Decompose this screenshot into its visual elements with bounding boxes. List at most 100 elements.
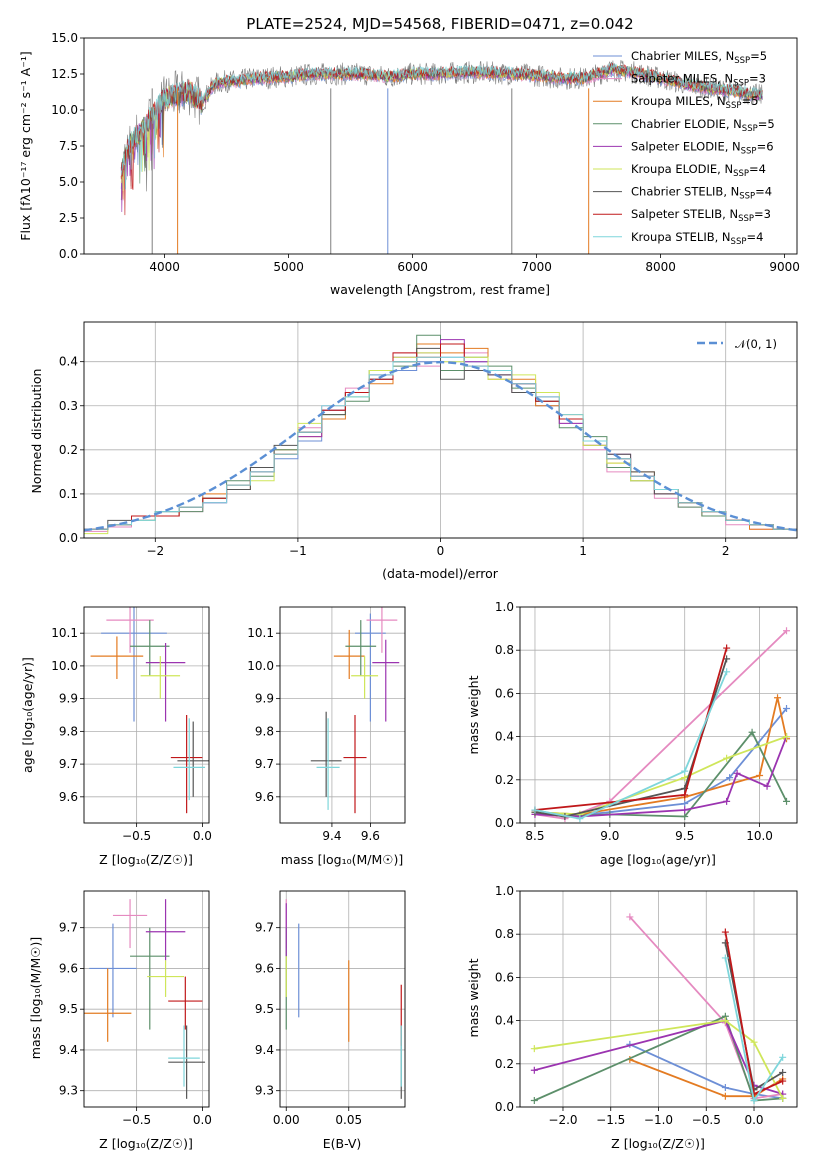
y-tick-label: 9.6 — [255, 790, 274, 804]
legend-label: Salpeter MILES, NSSP=3 — [631, 72, 766, 89]
weight-marker — [681, 791, 689, 799]
y-tick-label: 5.0 — [59, 175, 78, 189]
y-tick-label: 2.5 — [59, 211, 78, 225]
y-tick-label: 9.8 — [255, 724, 274, 738]
y-tick-label: 10.1 — [247, 626, 274, 640]
age-weights-panel: 8.5 9.0 9.5 10.0 0.0 0.2 0.4 0.6 0.8 1.0 — [495, 600, 798, 843]
weight-marker — [779, 1068, 787, 1076]
x-tick-label: −1 — [289, 544, 307, 558]
x-tick-label: −0.5 — [122, 1113, 151, 1127]
weight-marker — [681, 800, 689, 808]
y-tick-label: 9.3 — [59, 1084, 78, 1098]
plot-area — [310, 607, 400, 814]
weight-marker — [783, 627, 791, 635]
mass-age-xlabel: mass [log₁₀(M/M☉)] — [281, 852, 403, 867]
residuals-panel: −2 −1 0 1 2 0.0 0.1 0.2 0.3 0.4 𝒩(0, 1) — [59, 321, 798, 558]
x-tick-label: 7000 — [521, 260, 552, 274]
weight-marker — [750, 1038, 758, 1046]
weight-marker — [530, 1066, 538, 1074]
weight-line — [534, 736, 788, 818]
x-tick-label: 0.00 — [273, 1113, 300, 1127]
weight-marker — [721, 954, 729, 962]
spectrum-ylabel: Flux [fλ10⁻¹⁷ erg cm⁻² s⁻¹ A⁻¹] — [18, 51, 33, 240]
y-tick-label: 9.4 — [59, 1043, 78, 1057]
z-mass-ylabel: mass [log₁₀(M/M☉)] — [28, 937, 43, 1059]
y-tick-label: 9.7 — [255, 921, 274, 935]
legend-label: Salpeter STELIB, NSSP=3 — [631, 207, 771, 224]
z-age-xlabel: Z [log₁₀(Z/Z☉)] — [99, 852, 193, 867]
x-tick-label: 9.4 — [322, 829, 341, 843]
residuals-xlabel: (data-model)/error — [382, 566, 499, 581]
x-tick-label: 8.5 — [525, 829, 544, 843]
legend-label: Kroupa ELODIE, NSSP=4 — [631, 162, 766, 179]
x-tick-label: 0.0 — [193, 1113, 212, 1127]
legend-label: Chabrier STELIB, NSSP=4 — [631, 185, 772, 202]
legend-label: Kroupa MILES, NSSP=5 — [631, 94, 758, 111]
legend-label: Salpeter ELODIE, NSSP=6 — [631, 139, 774, 156]
weight-marker — [723, 754, 731, 762]
weight-marker — [681, 774, 689, 782]
x-tick-label: −0.5 — [692, 1113, 721, 1127]
axes-frame — [519, 606, 798, 824]
y-tick-label: 0.1 — [59, 487, 78, 501]
weight-marker — [779, 1053, 787, 1061]
spectrum-panel: 4000 5000 6000 7000 8000 9000 0.0 2.5 5.0 7.5 10.0… — [51, 31, 800, 274]
z-weights-ylabel: mass weight — [466, 958, 481, 1037]
y-tick-label: 10.0 — [51, 103, 78, 117]
y-tick-label: 1.0 — [495, 600, 514, 614]
weight-marker — [783, 797, 791, 805]
z-age-panel: −0.5 0.0 9.6 9.7 9.8 9.9 10.0 10.1 — [51, 606, 212, 843]
y-tick-label: 9.5 — [59, 1002, 78, 1016]
weight-marker — [530, 1097, 538, 1105]
legend-label: Chabrier ELODIE, NSSP=5 — [631, 117, 775, 134]
weight-marker — [783, 733, 791, 741]
weight-line — [534, 730, 788, 818]
axes-frame — [279, 890, 406, 1108]
weight-marker — [723, 644, 731, 652]
legend-label: Chabrier MILES, NSSP=5 — [631, 49, 767, 66]
ebv-mass-panel: 0.00 0.05 9.3 9.4 9.5 9.6 9.7 — [255, 890, 406, 1127]
plot-area — [84, 899, 206, 1099]
axes-frame — [83, 37, 798, 255]
y-tick-label: 0.4 — [495, 1014, 514, 1028]
x-tick-label: 10.0 — [746, 829, 773, 843]
plot-area — [84, 334, 797, 538]
axes-frame — [83, 321, 798, 539]
y-tick-label: 9.9 — [255, 692, 274, 706]
weight-line — [534, 671, 728, 820]
x-tick-label: 9.6 — [361, 829, 380, 843]
axes-frame — [83, 606, 210, 824]
y-tick-label: 9.7 — [255, 757, 274, 771]
weight-marker — [721, 928, 729, 936]
weight-marker — [721, 1092, 729, 1100]
weight-marker — [721, 1017, 729, 1025]
y-tick-label: 0.0 — [495, 1100, 514, 1114]
plot-area — [120, 60, 763, 254]
z-weights-xlabel: Z [log₁₀(Z/Z☉)] — [611, 1136, 705, 1151]
x-tick-label: −1.0 — [644, 1113, 673, 1127]
x-tick-label: −0.5 — [122, 829, 151, 843]
x-tick-label: −1.5 — [596, 1113, 625, 1127]
ebv-mass-xlabel: E(B-V) — [323, 1136, 362, 1151]
weight-marker — [748, 728, 756, 736]
weight-marker — [531, 806, 539, 814]
y-tick-label: 0.0 — [495, 816, 514, 830]
plot-area — [531, 627, 791, 823]
y-tick-label: 0.2 — [59, 443, 78, 457]
weight-line — [534, 630, 788, 820]
x-tick-label: −2 — [146, 544, 164, 558]
y-tick-label: 10.0 — [247, 659, 274, 673]
weight-marker — [721, 1084, 729, 1092]
y-tick-label: 9.8 — [59, 724, 78, 738]
weight-marker — [763, 782, 771, 790]
y-tick-label: 7.5 — [59, 139, 78, 153]
x-tick-label: 4000 — [149, 260, 180, 274]
normal-pdf-curve — [84, 360, 797, 532]
plot-area — [90, 607, 209, 814]
x-tick-label: 9.0 — [600, 829, 619, 843]
y-tick-label: 0.4 — [59, 355, 78, 369]
weight-marker — [779, 1094, 787, 1102]
residuals-ylabel: Normed distribution — [29, 369, 44, 494]
y-tick-label: 0.8 — [495, 643, 514, 657]
weight-marker — [626, 913, 634, 921]
